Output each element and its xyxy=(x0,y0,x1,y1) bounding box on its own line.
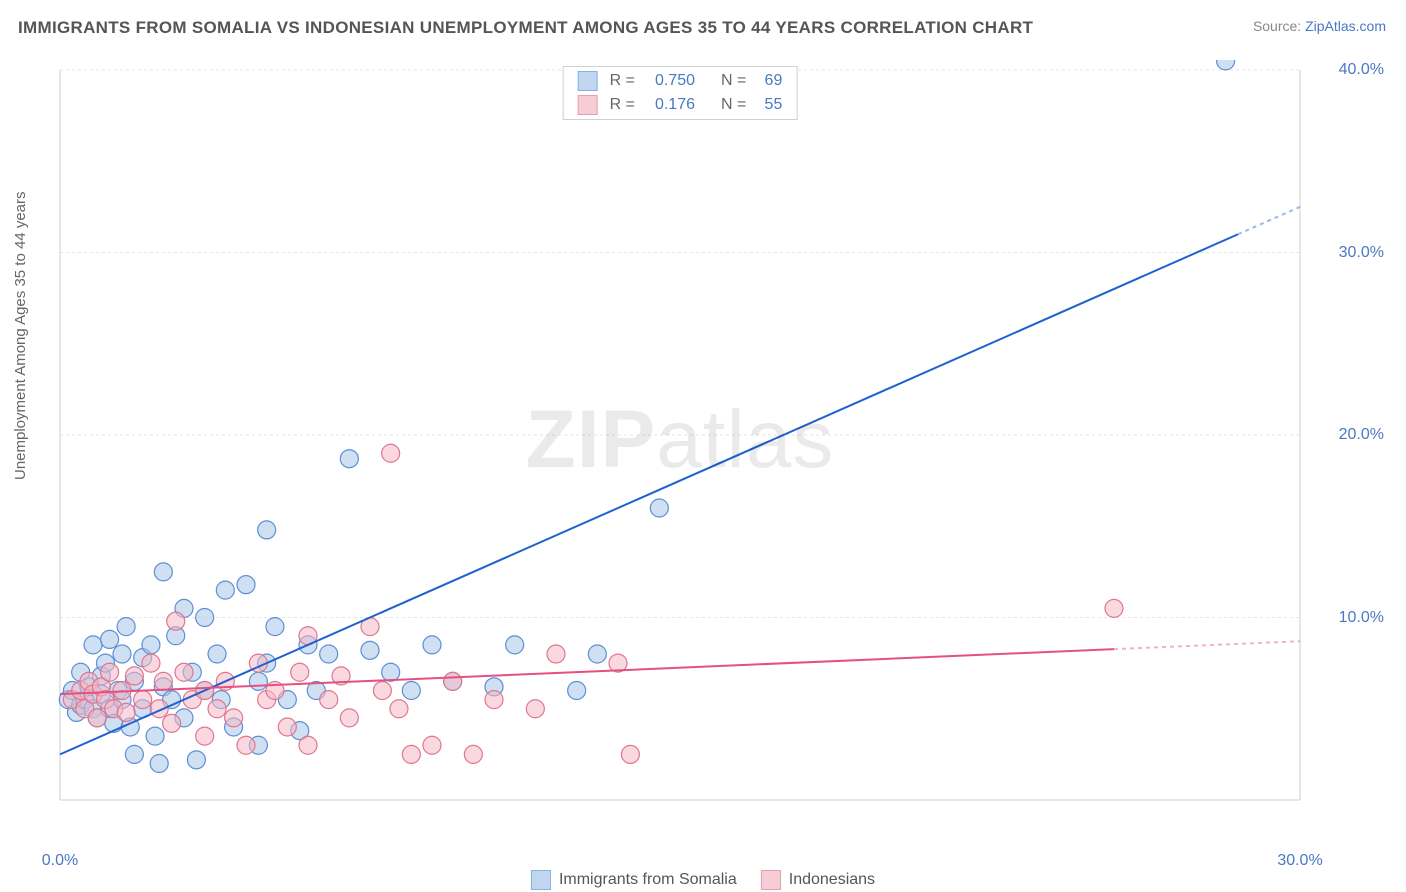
legend-series-item: Indonesians xyxy=(761,870,875,890)
x-tick-label: 0.0% xyxy=(42,852,78,870)
y-axis-label: Unemployment Among Ages 35 to 44 years xyxy=(12,191,29,480)
legend-bottom: Immigrants from Somalia Indonesians xyxy=(531,870,875,890)
source-label: Source: xyxy=(1253,18,1305,34)
y-tick-label: 20.0% xyxy=(1339,426,1384,444)
legend-series-label: Indonesians xyxy=(789,871,875,889)
legend-stats-row: R = 0.176 N = 55 xyxy=(564,93,797,117)
legend-stats-row: R = 0.750 N = 69 xyxy=(564,69,797,93)
legend-n-value: 55 xyxy=(754,96,782,114)
legend-r-label: R = xyxy=(610,96,635,114)
legend-r-value: 0.750 xyxy=(643,72,695,90)
x-tick-label: 30.0% xyxy=(1277,852,1322,870)
plot-area: ZIPatlas R =0.750N =69R =0.176N =55 xyxy=(50,60,1310,820)
legend-swatch xyxy=(578,71,598,91)
legend-series-label: Immigrants from Somalia xyxy=(559,871,737,889)
legend-swatch xyxy=(531,870,551,890)
scatter-svg xyxy=(50,60,1310,820)
source-link[interactable]: ZipAtlas.com xyxy=(1305,18,1386,34)
legend-n-label: N = xyxy=(721,72,746,90)
y-tick-label: 40.0% xyxy=(1339,61,1384,79)
legend-r-value: 0.176 xyxy=(643,96,695,114)
legend-swatch xyxy=(578,95,598,115)
legend-swatch xyxy=(761,870,781,890)
chart-container: IMMIGRANTS FROM SOMALIA VS INDONESIAN UN… xyxy=(0,0,1406,892)
y-tick-label: 30.0% xyxy=(1339,244,1384,262)
y-tick-label: 10.0% xyxy=(1339,609,1384,627)
legend-series-item: Immigrants from Somalia xyxy=(531,870,737,890)
chart-source: Source: ZipAtlas.com xyxy=(1253,18,1386,34)
legend-r-label: R = xyxy=(610,72,635,90)
legend-n-value: 69 xyxy=(754,72,782,90)
chart-title: IMMIGRANTS FROM SOMALIA VS INDONESIAN UN… xyxy=(18,18,1033,38)
legend-n-label: N = xyxy=(721,96,746,114)
legend-stats: R = 0.750 N = 69 R = 0.176 N = 55 xyxy=(563,66,798,120)
